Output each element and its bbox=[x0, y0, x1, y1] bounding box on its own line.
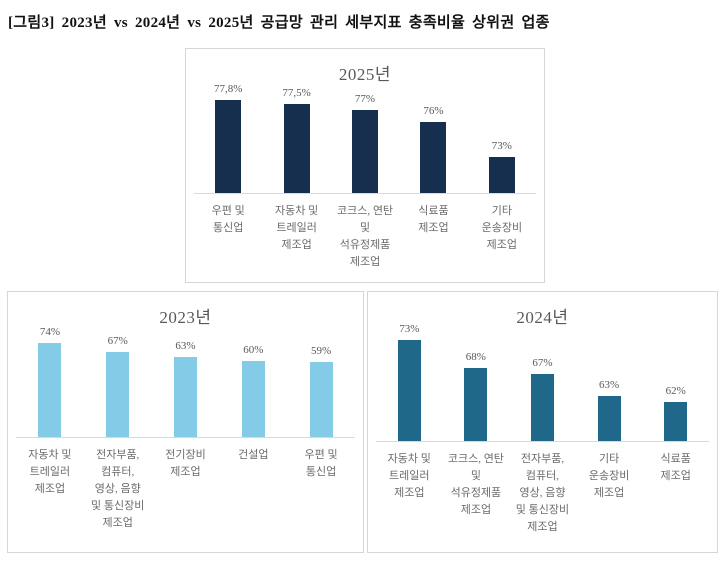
category-label: 우편 및 통신업 bbox=[304, 449, 338, 478]
chart-title-2024: 2024년 bbox=[516, 308, 569, 327]
bar-value-label: 77% bbox=[354, 92, 376, 105]
category-axis-2024: 자동차 및 트레일러 제조업 코크스, 연탄 및 석유정제품 제조업 전자부품, 컴퓨터, 영상,… bbox=[376, 442, 709, 536]
bar-column: 77,5% bbox=[262, 87, 330, 193]
category-label: 전자부품, 컴퓨터, 영상, 음향 및 통신장비 제조업 bbox=[515, 453, 570, 533]
figure-title: [그림3] 2023년 vs 2024년 vs 2025년 공급망 관리 세부지… bbox=[8, 15, 550, 31]
category-label: 자동차 및 트레일러 제조업 bbox=[387, 453, 431, 499]
bar-value-label: 63% bbox=[175, 340, 196, 352]
bar-value-label: 73% bbox=[399, 323, 420, 336]
bar bbox=[241, 360, 265, 437]
bar bbox=[38, 343, 62, 437]
chart-panel-2023: 2023년 74% 67% 63% 60% 59% 자동차 및 트레일러 제조업 전자부품, 컴… bbox=[7, 291, 364, 553]
plot-area-2024: 73% 68% 67% 63% 62% bbox=[376, 323, 709, 442]
bar-column: 77,8% bbox=[194, 83, 262, 193]
bar-column: 68% bbox=[443, 351, 510, 441]
bar-column: 73% bbox=[376, 323, 443, 441]
plot-area-2025: 77,8% 77,5% 77% 76% 73% bbox=[194, 83, 536, 194]
bar bbox=[215, 100, 242, 193]
bar-value-label: 67% bbox=[107, 334, 128, 347]
category-label: 기타 운송장비 제조업 bbox=[481, 205, 523, 251]
bar-value-label: 74% bbox=[39, 326, 60, 338]
bar-value-label: 77,5% bbox=[282, 86, 311, 99]
bar-value-label: 73% bbox=[491, 140, 512, 153]
bar-column: 63% bbox=[152, 340, 220, 437]
bar-value-label: 67% bbox=[532, 356, 553, 369]
bar-column: 59% bbox=[287, 345, 355, 437]
category-label: 식료품 제조업 bbox=[660, 453, 691, 482]
bar-value-label: 68% bbox=[465, 351, 486, 364]
category-label: 식료품 제조업 bbox=[418, 205, 449, 234]
category-label: 자동차 및 트레일러 제조업 bbox=[28, 449, 72, 495]
bar-column: 62% bbox=[642, 385, 709, 441]
bar-column: 76% bbox=[399, 105, 467, 193]
plot-area-2023: 74% 67% 63% 60% 59% bbox=[16, 326, 355, 438]
bar-column: 77% bbox=[331, 93, 399, 193]
chart-panel-2024: 2024년 73% 68% 67% 63% 62% 자동차 및 트레일러 제조업 코크스, 연… bbox=[367, 291, 718, 553]
bar bbox=[488, 157, 515, 193]
category-label: 전기장비 제조업 bbox=[165, 449, 206, 478]
category-label: 전자부품, 컴퓨터, 영상, 음향 및 통신장비 제조업 bbox=[91, 449, 145, 529]
category-axis-2025: 우편 및 통신업 자동차 및 트레일러 제조업 코크스, 연탄 및 석유정제품 제조업 식료품 제조… bbox=[194, 194, 536, 271]
category-label: 코크스, 연탄 및 석유정제품 제조업 bbox=[447, 453, 504, 516]
bar bbox=[352, 109, 379, 193]
bar-value-label: 62% bbox=[665, 384, 686, 397]
bar-value-label: 63% bbox=[598, 379, 620, 392]
bar bbox=[664, 401, 688, 441]
category-label: 건설업 bbox=[238, 449, 269, 461]
bar-column: 63% bbox=[576, 379, 643, 441]
bar bbox=[283, 103, 310, 193]
chart-panel-2025: 2025년 77,8% 77,5% 77% 76% 73% 우편 및 통신업 자동차 및 트레… bbox=[185, 48, 545, 283]
bar-value-label: 76% bbox=[423, 104, 444, 117]
bar-column: 67% bbox=[84, 335, 152, 437]
bar-value-label: 77,8% bbox=[213, 83, 243, 96]
bar bbox=[173, 357, 197, 437]
bar bbox=[597, 396, 621, 441]
bar-column: 73% bbox=[468, 140, 536, 193]
bar bbox=[420, 121, 447, 193]
bar-value-label: 60% bbox=[243, 343, 264, 356]
chart-title-2025: 2025년 bbox=[338, 65, 392, 84]
bar-column: 74% bbox=[16, 326, 84, 437]
bar-value-label: 59% bbox=[311, 345, 332, 357]
bar-column: 60% bbox=[219, 344, 287, 437]
category-label: 기타 운송장비 제조업 bbox=[588, 453, 630, 499]
category-axis-2023: 자동차 및 트레일러 제조업 전자부품, 컴퓨터, 영상, 음향 및 통신장비 제조업 전기장비… bbox=[16, 438, 355, 532]
bar-column: 67% bbox=[509, 357, 576, 441]
bar bbox=[106, 351, 130, 437]
bar bbox=[309, 362, 333, 437]
chart-title-2023: 2023년 bbox=[159, 308, 212, 327]
category-label: 우편 및 통신업 bbox=[211, 205, 245, 234]
category-label: 코크스, 연탄 및 석유정제품 제조업 bbox=[336, 205, 394, 268]
bar bbox=[397, 340, 421, 441]
category-label: 자동차 및 트레일러 제조업 bbox=[274, 205, 319, 251]
bar bbox=[530, 373, 554, 441]
bar bbox=[464, 368, 488, 441]
